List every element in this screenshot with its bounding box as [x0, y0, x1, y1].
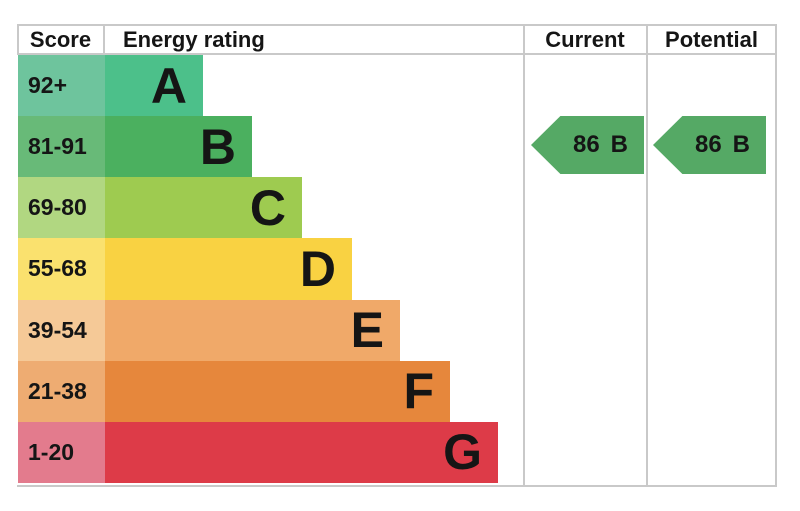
- band-letter-c: C: [249, 179, 286, 236]
- band-bar-c: C: [105, 177, 302, 239]
- band-bar-e: E: [105, 299, 400, 361]
- score-cell-c: 69-80: [18, 177, 105, 239]
- current-column-header: Current: [545, 26, 625, 52]
- score-range-label: 92+: [28, 72, 68, 99]
- band-row-b: 81-91 B: [18, 116, 524, 178]
- score-range-label: 55-68: [28, 255, 87, 282]
- score-range-label: 21-38: [28, 377, 87, 404]
- header-left-border: [17, 24, 19, 55]
- band-letter-a: A: [150, 57, 187, 114]
- score-cell-b: 81-91: [18, 116, 105, 178]
- score-cell-g: 1-20: [18, 421, 105, 483]
- band-row-c: 69-80 C: [18, 177, 524, 239]
- band-bar-f: F: [105, 360, 450, 422]
- potential-rating-letter: B: [732, 131, 751, 158]
- score-column-header: Score: [29, 26, 92, 52]
- band-letter-e: E: [350, 302, 384, 359]
- band-bar-a: A: [105, 55, 203, 117]
- band-letter-d: D: [299, 240, 336, 297]
- table-right-border: [775, 24, 777, 487]
- rating-bands: 92+ A 81-91 B 69-80 C 55-68: [18, 55, 524, 483]
- band-letter-b: B: [199, 118, 236, 175]
- table-bottom-border: [17, 485, 777, 487]
- band-row-e: 39-54 E: [18, 299, 524, 361]
- score-range-label: 1-20: [28, 438, 75, 465]
- band-bar-d: D: [105, 238, 352, 300]
- current-rating-arrow: 86 B: [531, 116, 644, 174]
- band-row-g: 1-20 G: [18, 421, 524, 483]
- score-cell-d: 55-68: [18, 238, 105, 300]
- score-cell-e: 39-54: [18, 299, 105, 361]
- score-cell-f: 21-38: [18, 360, 105, 422]
- band-row-a: 92+ A: [18, 55, 524, 117]
- potential-score-value: 86: [694, 131, 722, 158]
- current-score-value: 86: [572, 131, 600, 158]
- current-column-left-border: [523, 24, 525, 487]
- score-range-label: 39-54: [28, 316, 87, 343]
- current-rating-letter: B: [610, 131, 629, 158]
- band-letter-g: G: [443, 424, 482, 481]
- potential-rating-arrow: 86 B: [653, 116, 766, 174]
- header-bottom-border: [17, 53, 777, 55]
- table-top-border: [17, 24, 777, 26]
- potential-column-left-border: [646, 24, 648, 487]
- band-row-d: 55-68 D: [18, 238, 524, 300]
- band-bar-b: B: [105, 116, 252, 178]
- score-range-label: 69-80: [28, 194, 87, 221]
- score-range-label: 81-91: [28, 133, 87, 160]
- potential-column-header: Potential: [665, 26, 758, 52]
- score-cell-a: 92+: [18, 55, 105, 117]
- score-column-divider: [103, 24, 105, 55]
- band-row-f: 21-38 F: [18, 360, 524, 422]
- band-letter-f: F: [403, 363, 434, 420]
- energy-rating-column-header: Energy rating: [123, 26, 265, 52]
- band-bar-g: G: [105, 421, 498, 483]
